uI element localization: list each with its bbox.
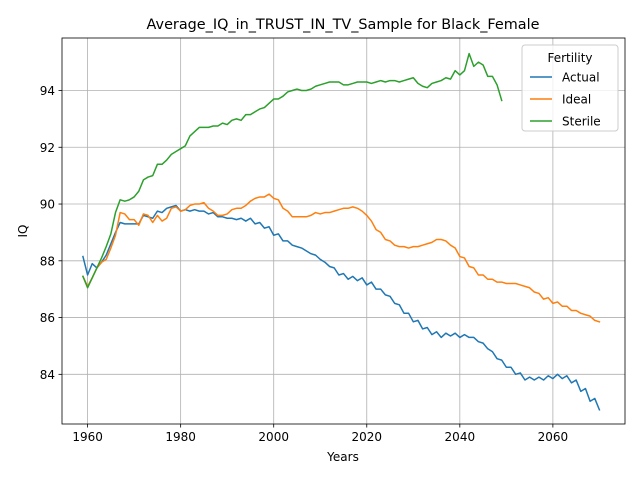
x-tick-label: 2060 [538,430,569,444]
y-tick-label: 90 [40,198,55,212]
chart-title: Average_IQ_in_TRUST_IN_TV_Sample for Bla… [147,17,540,33]
y-tick-label: 84 [40,368,55,382]
x-tick-label: 1960 [72,430,103,444]
y-tick-label: 92 [40,141,55,155]
legend: Fertility Actual Ideal Sterile [521,44,619,132]
x-tick-label: 2020 [351,430,382,444]
legend-title: Fertility [547,51,592,65]
series-line-sterile [81,52,503,289]
series-line-actual [82,204,601,411]
legend-label-sterile: Sterile [562,115,601,129]
y-tick-label: 88 [40,254,55,268]
series-lines [81,52,601,411]
y-axis-label: IQ [16,225,30,238]
y-tick-label: 94 [40,84,55,98]
y-tick-label: 86 [40,311,55,325]
legend-box [521,44,619,132]
axis-ticks: 1960 1980 2000 2020 2040 2060 84 86 88 90 92 94 [40,84,568,444]
x-tick-label: 2040 [445,430,476,444]
x-axis-label: Years [326,450,359,464]
series-line-ideal [81,193,601,323]
legend-items: Actual Ideal Sterile [530,71,601,129]
legend-label-actual: Actual [562,71,600,85]
plot-area-frame [61,37,626,425]
grid-lines [62,38,625,424]
legend-label-ideal: Ideal [562,93,591,107]
x-tick-label: 2000 [258,430,289,444]
x-tick-label: 1980 [165,430,196,444]
